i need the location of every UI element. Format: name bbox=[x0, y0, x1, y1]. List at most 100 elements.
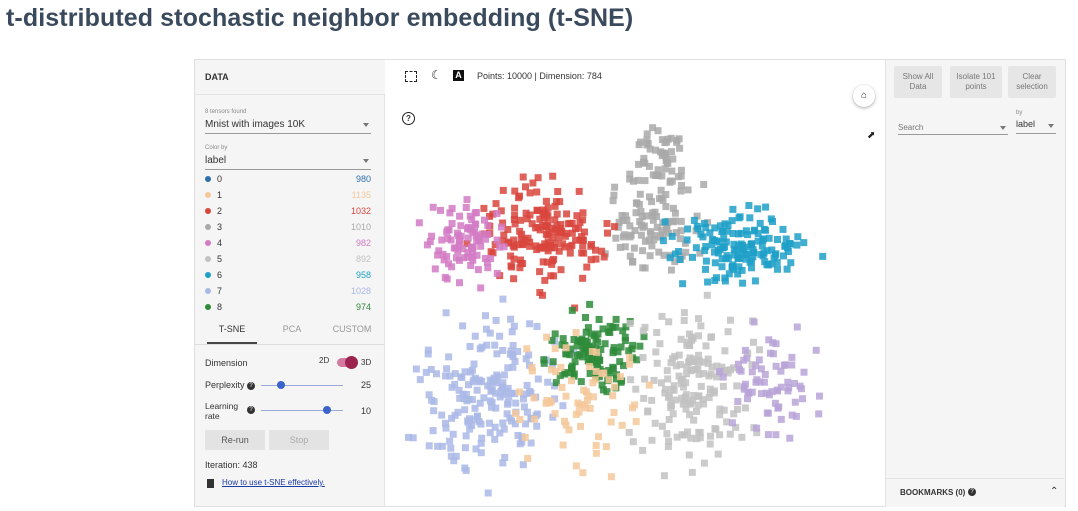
scatter-point bbox=[467, 226, 475, 234]
chevron-down-icon bbox=[363, 159, 369, 163]
scatter-point bbox=[682, 248, 690, 256]
scatter-point bbox=[557, 228, 565, 236]
scatter-point bbox=[533, 246, 541, 254]
scatter-point bbox=[477, 439, 485, 447]
scatter-point bbox=[714, 450, 722, 458]
perplexity-slider[interactable] bbox=[261, 385, 343, 386]
howto-link[interactable]: How to use t-SNE effectively. bbox=[222, 478, 325, 487]
tab-pca[interactable]: PCA bbox=[282, 324, 302, 334]
legend-item-2[interactable]: 2 1032 bbox=[205, 205, 373, 219]
legend-item-6[interactable]: 6 958 bbox=[205, 269, 373, 283]
scatter-point bbox=[563, 210, 571, 218]
legend-item-1[interactable]: 1 1135 bbox=[205, 189, 373, 203]
help-icon[interactable]: ? bbox=[402, 112, 415, 125]
bookmarks-bar[interactable]: BOOKMARKS (0) ? ⌃ bbox=[886, 478, 1064, 507]
scatter-point bbox=[641, 264, 649, 272]
scatter-point bbox=[492, 379, 500, 387]
scatter-point bbox=[567, 345, 574, 353]
legend-item-5[interactable]: 5 892 bbox=[205, 253, 373, 267]
color-by-select[interactable]: label bbox=[205, 154, 371, 170]
scatter-point bbox=[741, 404, 749, 412]
scatter-point bbox=[515, 388, 523, 396]
scatter-point bbox=[583, 397, 591, 405]
scatter-point bbox=[514, 432, 522, 439]
stop-button[interactable]: Stop bbox=[269, 430, 329, 450]
scatter-point bbox=[706, 385, 714, 393]
scatter-point bbox=[761, 371, 769, 378]
scatter-point bbox=[472, 231, 480, 239]
labels-icon[interactable]: A bbox=[453, 70, 464, 81]
scatter-point bbox=[755, 356, 763, 364]
scatter-point bbox=[588, 354, 596, 362]
scatter-point bbox=[526, 389, 534, 397]
legend-item-0[interactable]: 0 980 bbox=[205, 173, 373, 187]
scatter-point bbox=[496, 332, 504, 340]
perplexity-slider-thumb[interactable] bbox=[277, 381, 285, 389]
selection-box-icon[interactable] bbox=[405, 71, 417, 82]
scatter-point bbox=[464, 417, 472, 425]
tensor-select[interactable]: Mnist with images 10K bbox=[205, 118, 371, 134]
clear-selection-button[interactable]: Clear selection bbox=[1008, 66, 1056, 98]
scatter-point bbox=[775, 403, 783, 411]
scatter-point bbox=[468, 249, 476, 257]
scatter-point bbox=[586, 404, 594, 412]
scatter-point bbox=[581, 228, 588, 236]
scatter-point bbox=[620, 362, 627, 370]
legend-color-dot bbox=[205, 304, 211, 310]
isolate-points-button[interactable]: Isolate 101 points bbox=[950, 66, 1002, 98]
tsne-scatter-plot[interactable] bbox=[385, 92, 885, 506]
scatter-point bbox=[491, 241, 499, 249]
tab-custom[interactable]: CUSTOM bbox=[332, 324, 372, 334]
tab-tsne[interactable]: T-SNE bbox=[218, 324, 246, 334]
scatter-point bbox=[657, 379, 665, 387]
scatter-point bbox=[513, 241, 521, 249]
scatter-point bbox=[499, 237, 507, 245]
scatter-point bbox=[706, 229, 714, 237]
learning-rate-slider-thumb[interactable] bbox=[323, 406, 331, 414]
chevron-down-icon[interactable] bbox=[1000, 126, 1006, 130]
search-input[interactable] bbox=[898, 120, 1008, 135]
scatter-point bbox=[728, 217, 736, 225]
scatter-point bbox=[626, 170, 634, 178]
scatter-point bbox=[669, 155, 677, 163]
scatter-point bbox=[594, 353, 602, 361]
scatter-point bbox=[612, 375, 620, 383]
scatter-point bbox=[549, 413, 557, 421]
scatter-point bbox=[521, 434, 529, 441]
scatter-point bbox=[443, 253, 451, 261]
legend-item-7[interactable]: 7 1028 bbox=[205, 285, 373, 299]
scatter-point bbox=[487, 255, 495, 263]
scatter-point bbox=[738, 266, 746, 274]
search-by-select[interactable]: label bbox=[1016, 119, 1056, 134]
show-all-data-button[interactable]: Show All Data bbox=[894, 66, 942, 98]
legend-item-3[interactable]: 3 1010 bbox=[205, 221, 373, 235]
rerun-button[interactable]: Re-run bbox=[205, 430, 265, 450]
scatter-point bbox=[551, 216, 559, 224]
scatter-point bbox=[494, 373, 502, 381]
scatter-point bbox=[561, 417, 568, 425]
legend-item-8[interactable]: 8 974 bbox=[205, 301, 373, 315]
projection-tabs: T-SNE PCA CUSTOM bbox=[195, 316, 385, 345]
scatter-point bbox=[466, 212, 474, 220]
legend-color-dot bbox=[205, 288, 211, 294]
learning-rate-slider[interactable] bbox=[261, 410, 343, 411]
scatter-point bbox=[438, 236, 446, 244]
legend-item-4[interactable]: 4 982 bbox=[205, 237, 373, 251]
scatter-point bbox=[684, 225, 692, 233]
dimension-toggle-thumb[interactable] bbox=[345, 356, 358, 369]
scatter-point bbox=[562, 344, 570, 352]
scatter-point bbox=[723, 227, 731, 235]
scatter-point bbox=[500, 231, 508, 239]
scatter-point bbox=[512, 409, 519, 417]
night-mode-icon[interactable]: ☾ bbox=[431, 68, 442, 82]
scatter-point bbox=[486, 397, 494, 405]
scatter-point bbox=[526, 242, 534, 250]
scatter-point bbox=[744, 395, 751, 403]
scatter-point bbox=[592, 335, 600, 343]
scatter-point bbox=[466, 425, 474, 433]
scatter-point bbox=[768, 246, 776, 254]
scatter-point bbox=[497, 387, 505, 395]
chevron-up-icon[interactable]: ⌃ bbox=[1050, 486, 1059, 497]
home-icon[interactable]: ⌂ bbox=[853, 85, 875, 107]
scatter-point bbox=[676, 235, 684, 243]
